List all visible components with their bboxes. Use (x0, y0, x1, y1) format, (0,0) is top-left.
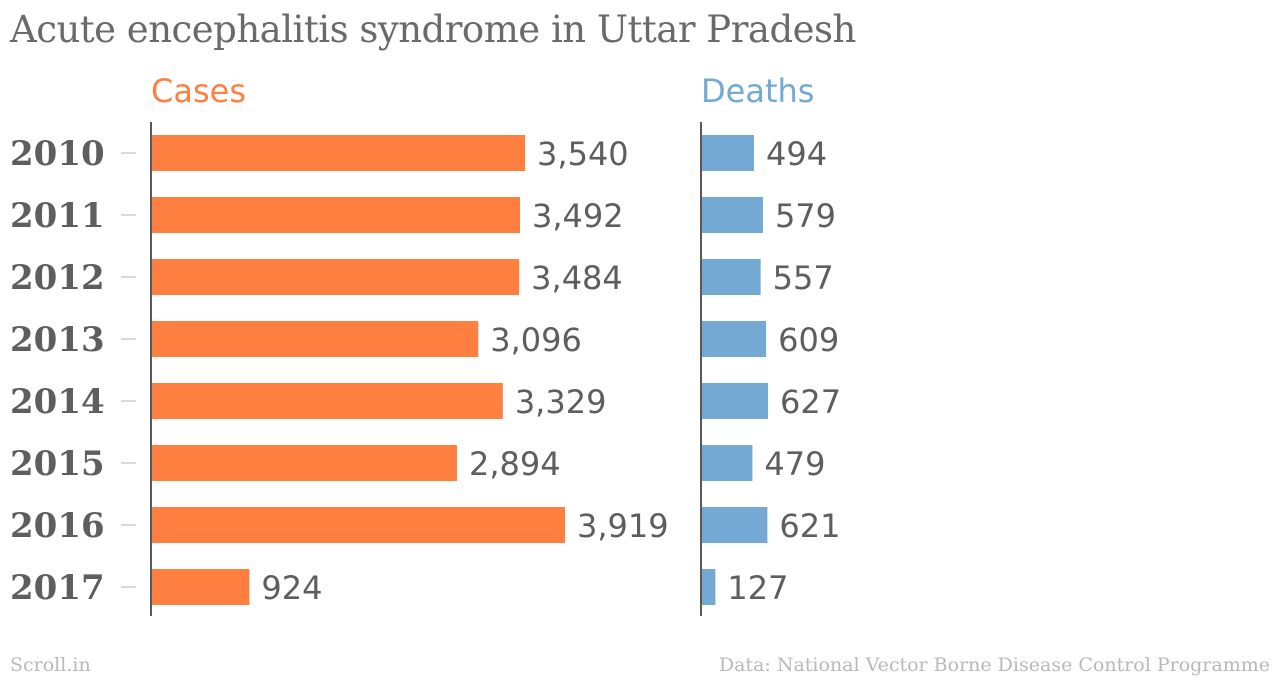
cases-value-label-2016: 3,919 (577, 507, 669, 545)
deaths-value-label-2014: 627 (780, 383, 841, 421)
deaths-bar-2012 (702, 259, 761, 295)
category-label-2011: 2011 (10, 196, 105, 236)
cases-value-label-2012: 3,484 (531, 259, 623, 297)
deaths-value-label-2012: 557 (773, 259, 834, 297)
cases-bar-2015 (152, 445, 457, 481)
deaths-value-label-2015: 479 (764, 445, 825, 483)
deaths-bar-2010 (702, 135, 754, 171)
deaths-value-label-2013: 609 (778, 321, 839, 359)
cases-bar-2017 (152, 569, 250, 605)
cases-bar-2011 (152, 197, 521, 233)
cases-value-label-2013: 3,096 (490, 321, 582, 359)
deaths-bar-2011 (702, 197, 763, 233)
deaths-bar-2013 (702, 321, 767, 357)
category-label-2014: 2014 (10, 382, 105, 422)
category-label-2015: 2015 (10, 444, 105, 484)
category-label-2013: 2013 (10, 320, 105, 360)
deaths-value-label-2011: 579 (775, 197, 836, 235)
category-label-2012: 2012 (10, 258, 105, 298)
deaths-value-label-2017: 127 (727, 569, 788, 607)
cases-bar-2013 (152, 321, 479, 357)
cases-value-label-2010: 3,540 (537, 135, 629, 173)
category-label-2017: 2017 (10, 568, 105, 608)
deaths-value-label-2010: 494 (766, 135, 827, 173)
deaths-bar-2016 (702, 507, 768, 543)
cases-value-label-2011: 3,492 (532, 197, 624, 235)
deaths-bar-2015 (702, 445, 753, 481)
deaths-value-label-2016: 621 (779, 507, 840, 545)
cases-bar-2014 (152, 383, 503, 419)
category-label-2010: 2010 (10, 134, 105, 174)
cases-bar-2012 (152, 259, 520, 295)
cases-value-label-2014: 3,329 (515, 383, 607, 421)
cases-value-label-2015: 2,894 (469, 445, 561, 483)
cases-panel-title: Cases (151, 72, 246, 110)
data-source: Data: National Vector Borne Disease Cont… (718, 654, 1270, 676)
category-label-2016: 2016 (10, 506, 105, 546)
cases-bar-2016 (152, 507, 565, 543)
cases-value-label-2017: 924 (261, 569, 322, 607)
deaths-panel-title: Deaths (701, 72, 814, 110)
publisher-credit: Scroll.in (10, 654, 91, 676)
chart-title: Acute encephalitis syndrome in Uttar Pra… (10, 8, 856, 51)
deaths-bar-2017 (702, 569, 716, 605)
cases-bar-2010 (152, 135, 526, 171)
deaths-bar-2014 (702, 383, 768, 419)
